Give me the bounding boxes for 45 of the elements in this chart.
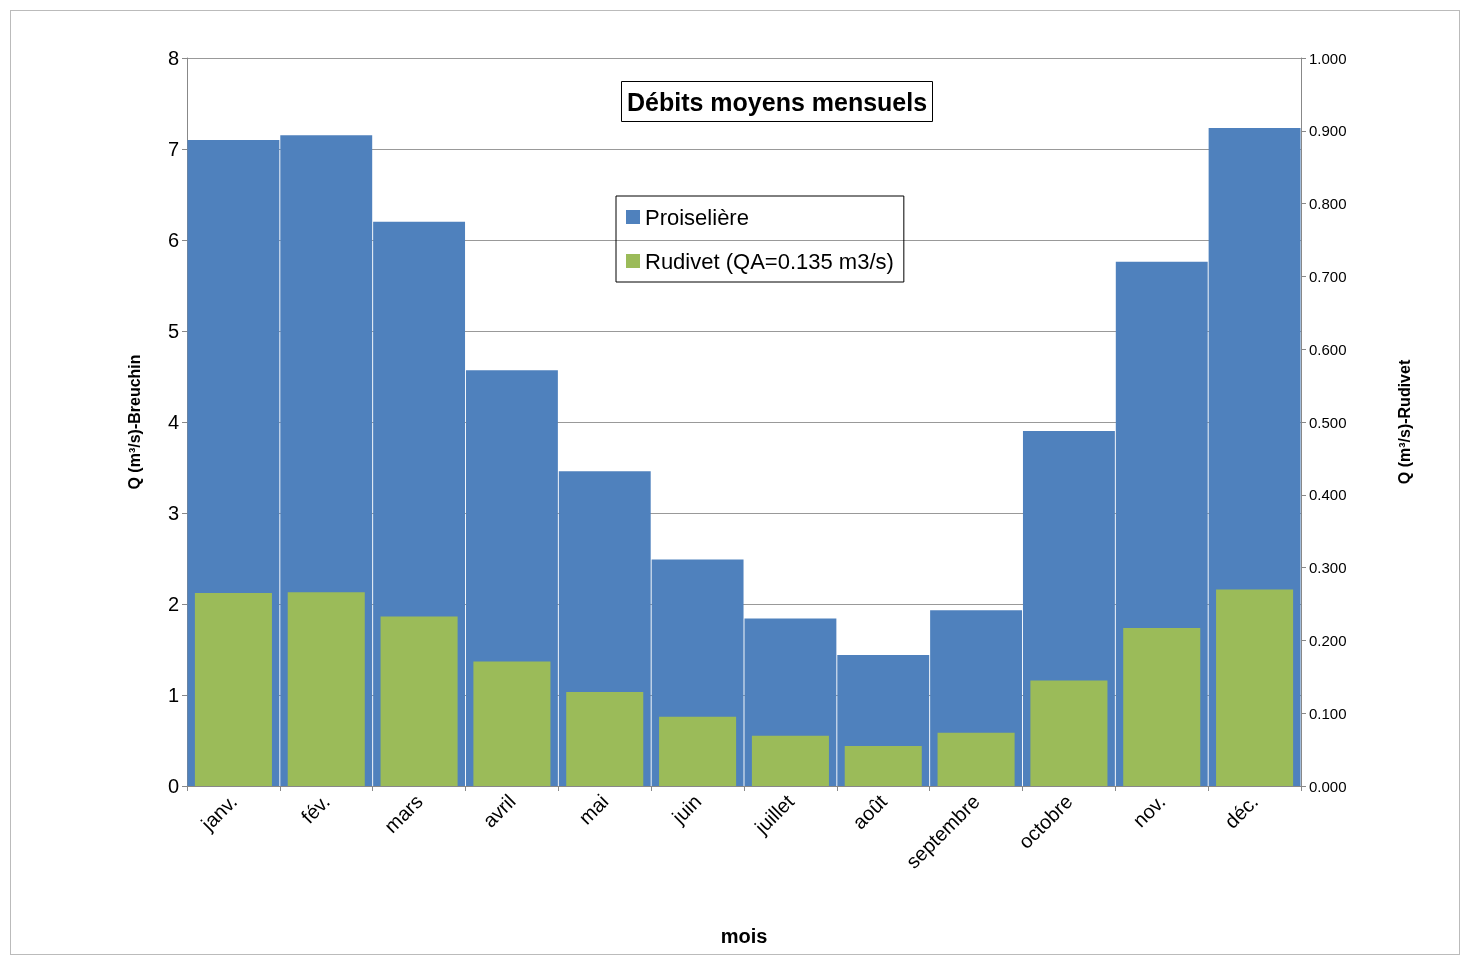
legend-label: Proiselière: [645, 204, 749, 230]
y-tick-label: 5: [167, 320, 179, 342]
bar: [751, 735, 829, 786]
y2-axis-title: Q (m³/s)-Rudivet: [1395, 359, 1413, 485]
y-tick-label: 1: [167, 684, 179, 706]
bar: [659, 716, 737, 786]
bar: [380, 616, 458, 786]
y2-tick-label: 0.000: [1309, 777, 1347, 795]
y2-tick-label: 0.900: [1309, 122, 1347, 140]
y-tick-label: 6: [167, 229, 179, 251]
y-tick-label: 8: [167, 47, 179, 69]
y2-tick-label: 1.000: [1309, 49, 1347, 67]
y2-tick-label: 0.700: [1309, 267, 1347, 285]
y-tick-label: 7: [167, 138, 179, 160]
y2-tick-label: 0.400: [1309, 486, 1347, 504]
y2-tick-label: 0.300: [1309, 559, 1347, 577]
x-tick-label: nov.: [1128, 790, 1170, 832]
x-tick-label: déc.: [1220, 790, 1263, 833]
bar: [1123, 628, 1201, 786]
y2-tick-label: 0.800: [1309, 195, 1347, 213]
x-tick-label: fév.: [296, 790, 335, 828]
text: Débits moyens mensuels: [627, 87, 928, 116]
y-tick-label: 3: [167, 502, 179, 524]
bar: [1030, 680, 1108, 786]
y2-tick-label: 0.100: [1309, 704, 1347, 722]
bar: [566, 692, 644, 786]
y-tick-label: 0: [167, 775, 179, 797]
y2-tick-label: 0.200: [1309, 631, 1347, 649]
bar: [473, 661, 551, 786]
x-tick-label: mai: [574, 790, 613, 829]
legend-label: Rudivet (QA=0.135 m3/s): [645, 248, 894, 274]
bar: [1216, 589, 1294, 786]
y-tick-label: 4: [167, 411, 179, 433]
y-axis-title: Q (m³/s)-Breuchin: [125, 354, 143, 490]
y-tick-label: 2: [167, 593, 179, 615]
y2-tick-label: 0.600: [1309, 340, 1347, 358]
x-tick-label: juin: [667, 790, 706, 829]
x-tick-label: avril: [478, 790, 520, 832]
bar: [194, 593, 272, 786]
y2-tick-label: 0.500: [1309, 413, 1347, 431]
bar: [937, 732, 1015, 786]
bar: [287, 592, 365, 786]
x-tick-label: août: [847, 789, 892, 834]
bar: [844, 745, 922, 786]
x-axis-title: mois: [720, 925, 768, 947]
